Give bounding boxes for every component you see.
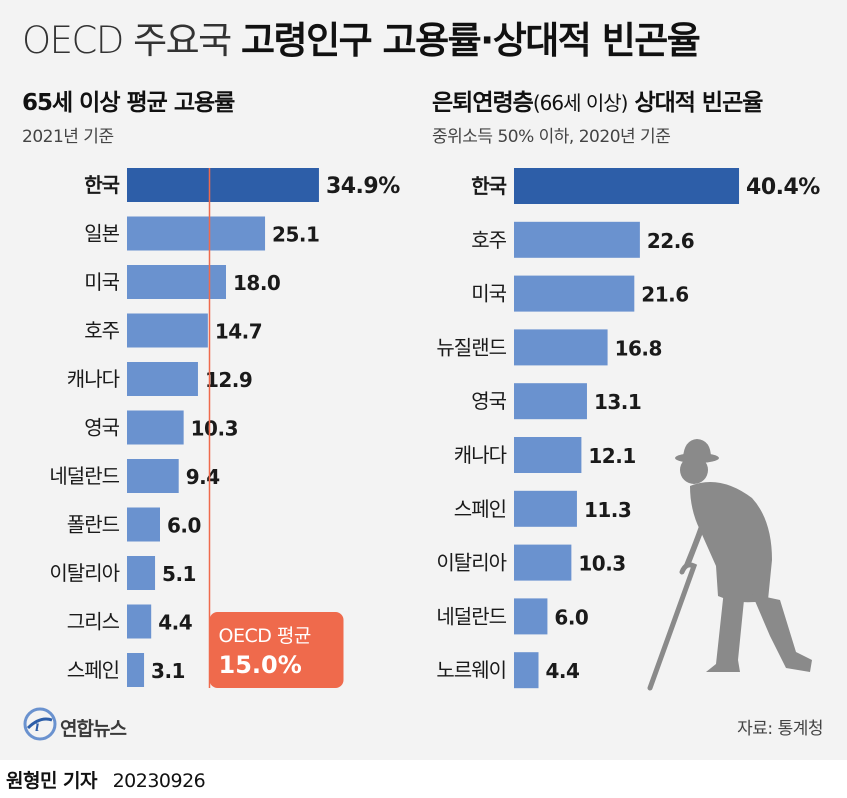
elderly-person-silhouette-icon xyxy=(647,439,812,691)
right-bar-chart: 한국 40.4% 호주 22.6 미국 21.6 뉴질랜드 16.8 영국 13.1 캐나다 12.1… xyxy=(436,168,821,689)
right-category-label-8: 네덜란드 xyxy=(436,604,506,628)
left-category-label-1: 일본 xyxy=(84,222,119,246)
right-value-label-1: 22.6 xyxy=(647,229,694,253)
left-bar-10 xyxy=(127,653,145,687)
credit-line: 원형민 기자 20230926 xyxy=(6,766,206,793)
left-bar-chart: 한국 34.9% 일본 25.1 미국 18.0 호주 14.7 캐나다 12.9 영국 10.3 네덜… xyxy=(49,168,401,688)
right-value-label-6: 11.3 xyxy=(584,498,631,522)
arm-shape xyxy=(682,506,712,570)
left-category-label-8: 이탈리아 xyxy=(49,561,119,585)
right-value-label-7: 10.3 xyxy=(578,552,625,576)
right-value-label-0: 40.4% xyxy=(746,175,820,200)
right-bar-5 xyxy=(514,437,582,473)
hat-crown-shape xyxy=(683,439,711,458)
left-bar-0 xyxy=(127,168,319,202)
right-category-label-4: 영국 xyxy=(471,389,506,413)
oecd-average-value: 15.0% xyxy=(219,651,302,679)
right-category-label-3: 뉴질랜드 xyxy=(436,335,506,359)
data-source: 자료: 통계청 xyxy=(737,719,823,739)
left-category-label-10: 스페인 xyxy=(67,658,119,682)
cane-shape xyxy=(647,562,698,691)
torso-shape xyxy=(690,482,772,603)
right-category-label-9: 노르웨이 xyxy=(436,658,506,682)
right-chart-note: 중위소득 50% 이하, 2020년 기준 xyxy=(432,127,671,147)
left-category-label-4: 캐나다 xyxy=(67,367,120,391)
left-category-label-2: 미국 xyxy=(84,270,119,294)
left-bar-9 xyxy=(127,604,152,639)
right-value-label-5: 12.1 xyxy=(588,444,635,468)
main-title-light: OECD 주요국 xyxy=(22,19,232,62)
right-category-label-0: 한국 xyxy=(471,174,506,198)
right-bar-3 xyxy=(514,329,608,366)
yonhap-logo-text: 연합뉴스 xyxy=(60,718,127,740)
right-bar-1 xyxy=(514,221,640,258)
left-value-label-4: 12.9 xyxy=(205,368,252,392)
left-bar-3 xyxy=(127,313,208,348)
left-value-label-0: 34.9% xyxy=(326,174,400,199)
left-chart-title: 65세 이상 평균 고용률 xyxy=(22,90,235,116)
svg-text:i: i xyxy=(35,718,40,735)
right-value-label-9: 4.4 xyxy=(546,659,580,683)
left-category-label-5: 영국 xyxy=(84,416,119,440)
right-category-label-2: 미국 xyxy=(471,282,506,306)
left-value-label-5: 10.3 xyxy=(191,417,238,441)
left-value-label-10: 3.1 xyxy=(151,659,185,683)
right-category-label-7: 이탈리아 xyxy=(436,551,506,575)
left-bar-2 xyxy=(127,265,226,299)
publish-date: 20230926 xyxy=(112,770,206,792)
right-value-label-3: 16.8 xyxy=(615,336,662,360)
left-value-label-9: 4.4 xyxy=(158,611,192,635)
left-value-label-3: 14.7 xyxy=(215,320,262,344)
oecd-average-box xyxy=(209,612,344,688)
right-title-part-b: (66세 이상) xyxy=(532,91,629,115)
left-bar-6 xyxy=(127,459,179,493)
left-bar-4 xyxy=(127,362,198,396)
left-value-label-2: 18.0 xyxy=(233,271,280,295)
right-bar-9 xyxy=(514,652,539,689)
right-value-label-8: 6.0 xyxy=(554,605,588,629)
left-value-label-1: 25.1 xyxy=(272,223,319,247)
left-category-label-6: 네덜란드 xyxy=(49,464,119,488)
right-title-part-c: 상대적 빈곤율 xyxy=(627,90,763,116)
yonhap-logo-icon: i xyxy=(23,707,57,741)
front-leg-shape xyxy=(706,590,744,672)
left-category-label-0: 한국 xyxy=(84,173,119,197)
left-category-label-7: 폴란드 xyxy=(67,513,120,537)
left-bar-5 xyxy=(127,410,184,445)
right-bar-7 xyxy=(514,544,572,581)
right-category-label-5: 캐나다 xyxy=(454,443,507,467)
right-value-label-4: 13.1 xyxy=(594,390,641,414)
back-leg-shape xyxy=(752,594,812,672)
main-title: OECD 주요국 고령인구 고용률·상대적 빈곤율 xyxy=(22,19,701,62)
right-category-label-1: 호주 xyxy=(471,228,506,252)
oecd-average-label: OECD 평균 xyxy=(219,625,311,647)
left-category-label-3: 호주 xyxy=(84,319,119,343)
left-value-label-6: 9.4 xyxy=(186,465,220,489)
yonhap-logo: i 연합뉴스 xyxy=(22,706,162,742)
right-bar-0 xyxy=(514,168,740,204)
right-category-label-6: 스페인 xyxy=(454,497,506,521)
left-bar-1 xyxy=(127,216,266,251)
left-bar-7 xyxy=(127,507,160,542)
right-chart-title: 은퇴연령층(66세 이상) 상대적 빈곤율 xyxy=(432,90,763,116)
main-title-bold: 고령인구 고용률·상대적 빈곤율 xyxy=(240,19,701,62)
left-bar-8 xyxy=(127,556,156,590)
right-value-label-2: 21.6 xyxy=(641,283,688,307)
left-value-label-7: 6.0 xyxy=(167,514,201,538)
left-category-label-9: 그리스 xyxy=(67,610,120,634)
right-bar-8 xyxy=(514,598,548,635)
left-value-label-8: 5.1 xyxy=(162,562,196,586)
left-chart-note: 2021년 기준 xyxy=(22,127,114,147)
right-bar-6 xyxy=(514,490,577,527)
charts-svg: 한국 34.9% 일본 25.1 미국 18.0 호주 14.7 캐나다 12.9 영국 10.3 네덜… xyxy=(49,168,821,691)
right-title-part-a: 은퇴연령층 xyxy=(432,90,534,116)
head-shape xyxy=(680,456,708,484)
right-bar-4 xyxy=(514,383,587,420)
right-bar-2 xyxy=(514,275,635,312)
reporter-name: 원형민 기자 xyxy=(6,770,98,792)
